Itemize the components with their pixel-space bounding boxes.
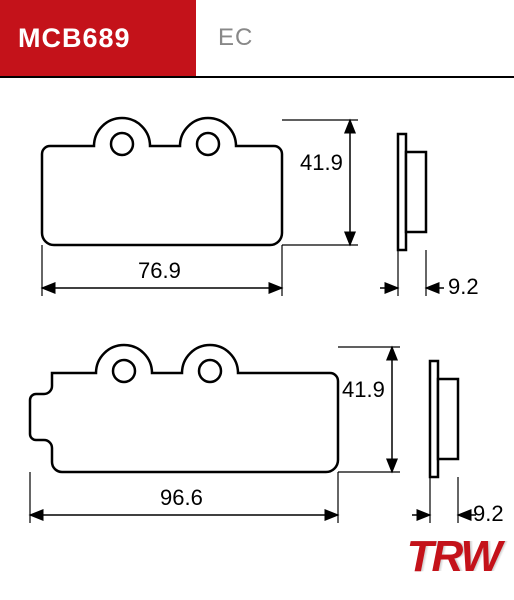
spec-code-box: EC	[196, 0, 514, 76]
dim-top-width-label: 76.9	[138, 258, 181, 284]
brand-logo: TRW	[407, 532, 500, 582]
dim-bot-thick	[412, 477, 476, 523]
dim-bot-height	[338, 347, 400, 472]
diagram-canvas: 41.9 76.9 9.2 41.9 96.6 9.2 TRW	[0, 78, 514, 600]
dim-bot-thick-label: 9.2	[473, 501, 504, 527]
bottom-pad-face	[30, 345, 338, 472]
pads-svg	[0, 78, 514, 600]
header-bar: MCB689 EC	[0, 0, 514, 78]
dim-bot-width-label: 96.6	[160, 485, 203, 511]
dim-bot-height-label: 41.9	[342, 377, 385, 403]
dim-top-thick-label: 9.2	[448, 274, 479, 300]
dim-top-thick	[380, 250, 444, 296]
dim-top-height-label: 41.9	[300, 150, 343, 176]
part-number-box: MCB689	[0, 0, 196, 76]
top-pad-face	[42, 118, 282, 245]
top-pad-side	[398, 134, 426, 250]
dim-top-height	[282, 120, 358, 245]
bottom-pad-side	[430, 361, 458, 477]
